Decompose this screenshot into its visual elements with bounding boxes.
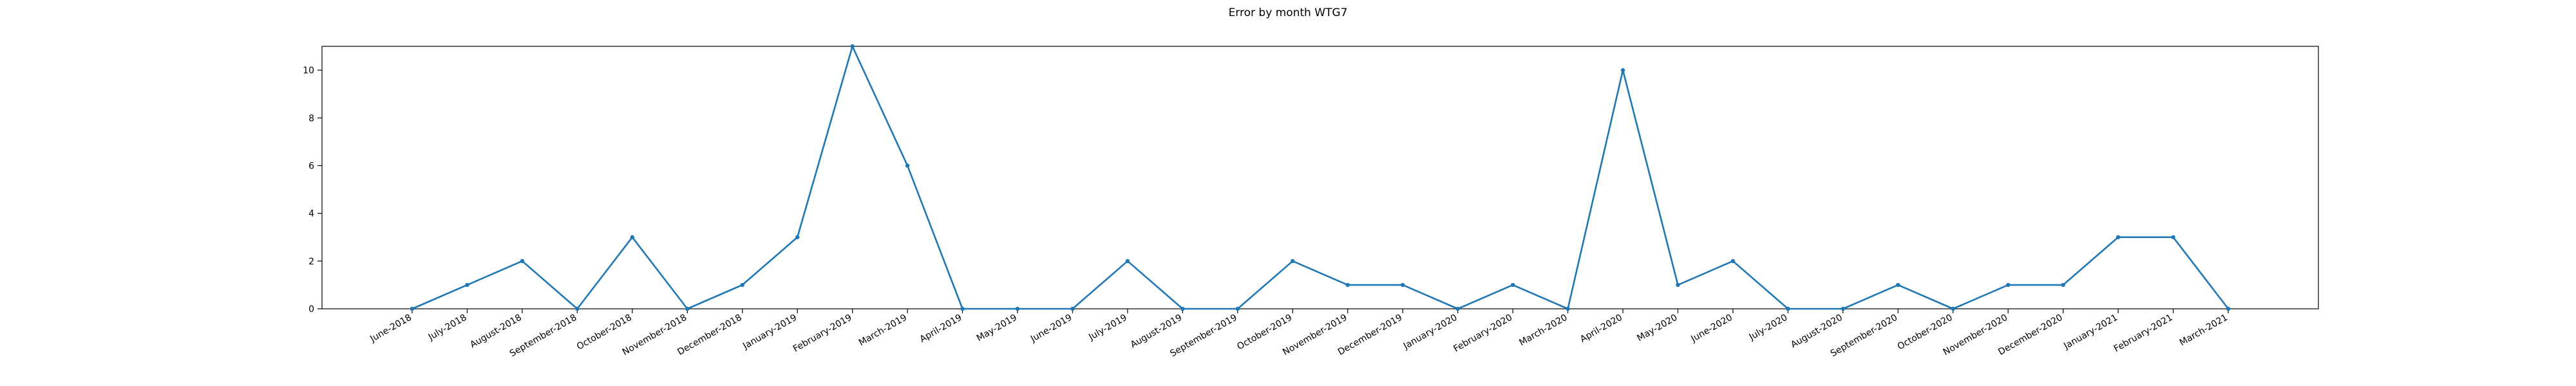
x-tick-label: August-2018: [468, 313, 524, 351]
y-tick-label: 2: [308, 257, 314, 267]
data-point: [1676, 282, 1680, 288]
data-point: [1951, 306, 1955, 311]
y-axis: 0 2 4 6 8 10: [303, 66, 322, 315]
y-tick-label: 6: [308, 161, 314, 171]
data-point: [740, 282, 744, 288]
data-point: [1510, 282, 1515, 288]
x-tick-label: June-2018: [368, 313, 413, 345]
y-tick-label: 0: [308, 304, 314, 315]
x-tick-label: June-2019: [1028, 313, 1074, 345]
y-tick-label: 8: [308, 113, 314, 124]
data-point: [465, 282, 469, 288]
data-point: [410, 306, 415, 311]
data-point: [2116, 235, 2121, 239]
x-tick-label: January-2020: [1401, 313, 1459, 352]
y-tick-label: 4: [308, 209, 314, 219]
x-tick-label: March-2020: [1517, 313, 1569, 349]
data-point: [1291, 259, 1295, 264]
x-tick-label: August-2019: [1129, 313, 1184, 351]
data-point: [1566, 306, 1570, 311]
x-tick-label: July-2018: [426, 313, 469, 343]
x-tick-label: February-2019: [791, 313, 854, 354]
data-point: [795, 235, 800, 239]
x-tick-label: January-2021: [2061, 313, 2119, 352]
x-axis: June-2018 July-2018 August-2018September-2…: [368, 309, 2230, 359]
x-tick-label: August-2020: [1789, 313, 1844, 351]
x-tick-label: January-2019: [741, 313, 799, 352]
data-point: [905, 163, 910, 168]
data-point: [630, 235, 635, 239]
plot-area-frame: [321, 46, 2319, 309]
x-tick-label: July-2020: [1747, 313, 1790, 343]
data-point: [575, 306, 580, 311]
data-point: [1345, 282, 1350, 288]
y-tick-label: 10: [303, 66, 314, 76]
data-point: [1786, 306, 1790, 311]
x-tick-label: February-2021: [2112, 313, 2175, 354]
data-point: [1455, 306, 1460, 311]
data-point: [1125, 259, 1130, 264]
data-point: [1620, 68, 1625, 73]
data-point: [1896, 282, 1900, 288]
data-point: [2171, 235, 2175, 239]
data-point: [850, 44, 855, 49]
chart-title: Error by month WTG7: [1229, 6, 1348, 19]
data-point: [1841, 306, 1846, 311]
series-group: [410, 44, 2231, 311]
x-tick-label: July-2019: [1086, 313, 1129, 343]
data-point: [1400, 282, 1405, 288]
x-tick-label: March-2019: [857, 313, 909, 349]
data-point: [1015, 306, 1020, 311]
series-line: [412, 45, 2230, 310]
data-point: [685, 306, 690, 311]
x-tick-label: May-2020: [1635, 313, 1679, 344]
x-tick-label: April-2019: [918, 313, 964, 345]
data-point: [960, 306, 965, 311]
data-point: [1730, 259, 1736, 264]
data-point: [1235, 306, 1240, 311]
data-point: [520, 259, 525, 264]
x-tick-label: May-2019: [975, 313, 1019, 344]
x-tick-label: February-2020: [1452, 313, 1514, 354]
x-tick-label: April-2020: [1578, 313, 1624, 345]
data-point: [2005, 282, 2011, 288]
x-tick-label: March-2021: [2178, 313, 2230, 349]
data-point: [2061, 282, 2065, 288]
x-tick-label: June-2020: [1689, 313, 1734, 345]
data-point: [1180, 306, 1185, 311]
data-point: [2226, 306, 2231, 311]
data-point: [1070, 306, 1075, 311]
